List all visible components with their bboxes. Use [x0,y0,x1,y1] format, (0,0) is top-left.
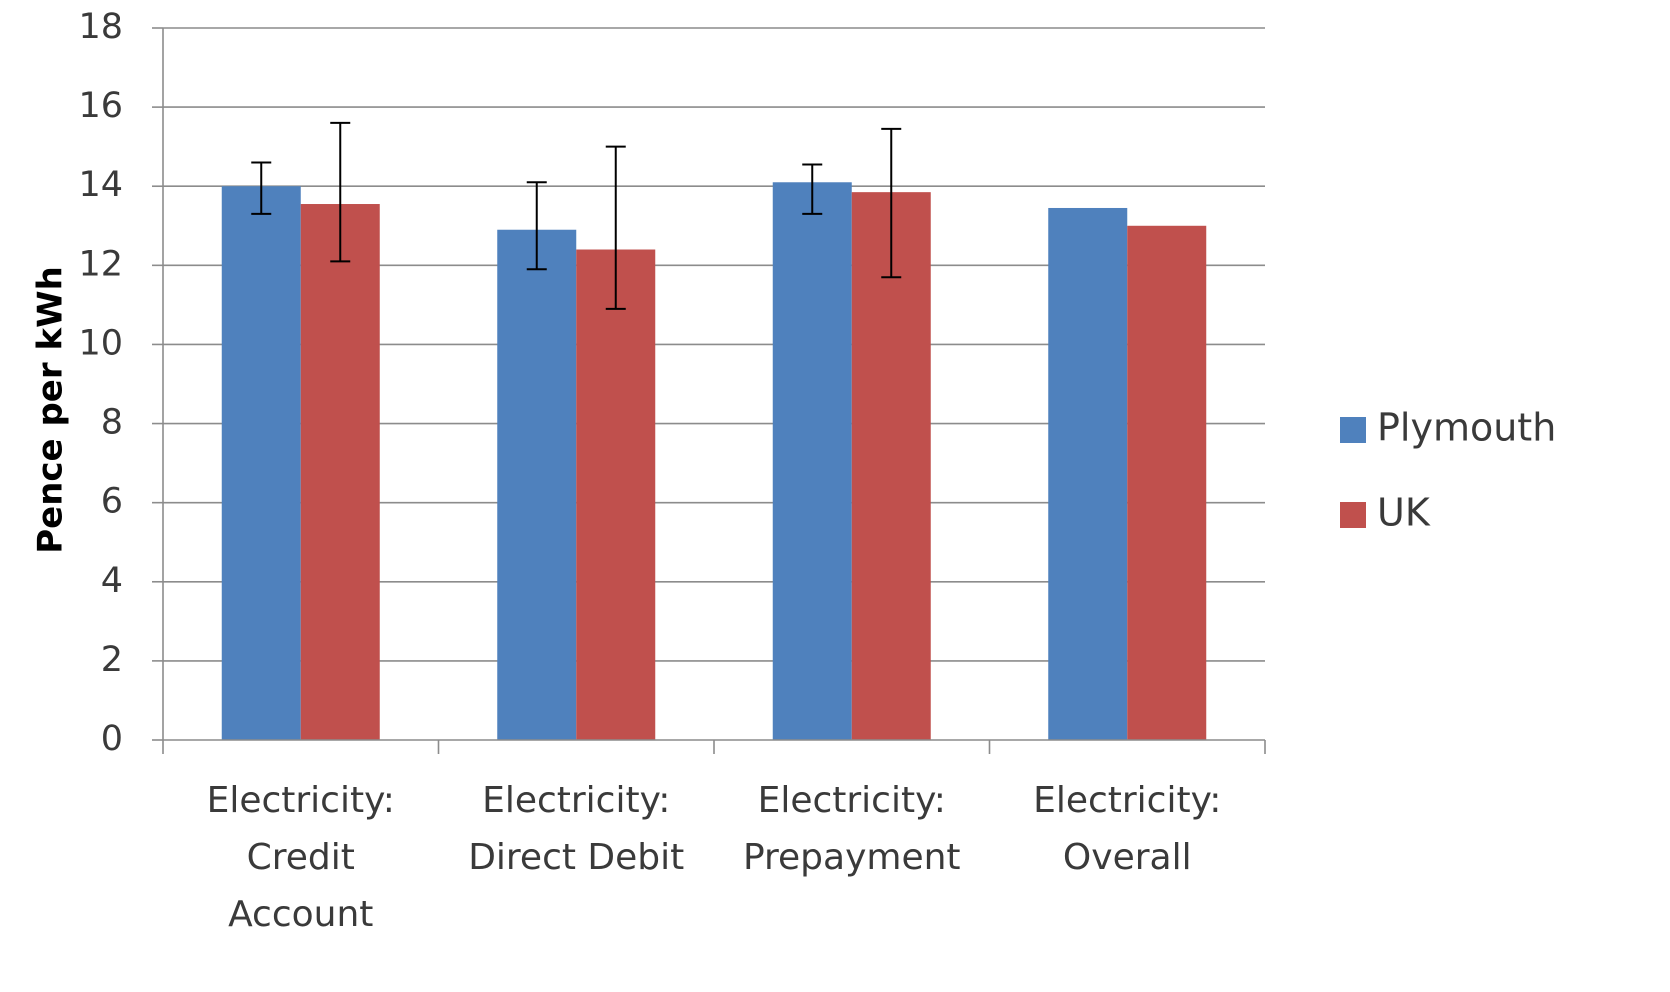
x-category-label-line: Electricity: [1033,780,1221,821]
bar-uk-3 [851,192,931,741]
y-tick-label: 16 [78,86,123,126]
bar-uk-4 [1127,225,1207,740]
y-tick-label: 8 [101,403,123,443]
x-category-label-line: Account [228,894,373,935]
legend-swatch-plymouth [1340,417,1366,443]
legend-swatch-uk [1340,502,1366,528]
x-category-label-line: Electricity: [207,780,395,821]
x-category-label-line: Prepayment [743,837,961,878]
x-category-label-line: Credit [247,837,355,878]
bar-uk-2 [576,249,656,740]
x-category-label-line: Direct Debit [468,837,684,878]
axes [152,27,1266,754]
y-tick-label: 18 [78,7,123,47]
bar-plymouth-1 [221,186,301,740]
bar-uk-1 [300,204,380,740]
bars [221,182,1207,741]
legend: Plymouth UK [1340,406,1556,535]
x-category-label-line: Electricity: [758,780,946,821]
error-bars [251,121,902,310]
legend-label-uk: UK [1377,491,1431,535]
y-tick-label: 2 [101,640,123,680]
y-tick-label: 14 [78,165,123,205]
x-category-label: Electricity: Direct Debit [468,780,684,878]
axis-labels: 0 2 4 6 8 10 12 14 16 18 Electricity: Credit Account… [78,7,1221,935]
bar-plymouth-2 [497,229,577,740]
y-tick-label: 0 [101,719,123,759]
legend-label-plymouth: Plymouth [1377,406,1556,450]
y-tick-label: 12 [78,244,123,284]
y-tick-label: 4 [101,561,123,601]
x-category-label-line: Electricity: [482,780,670,821]
bar-plymouth-3 [772,182,852,740]
x-category-label-line: Overall [1063,837,1192,878]
x-category-label: Electricity: Overall [1033,780,1221,878]
x-category-label: Electricity: Credit Account [207,780,395,935]
bar-plymouth-4 [1048,207,1128,740]
x-category-label: Electricity: Prepayment [743,780,961,878]
y-axis-title: Pence per kWh [31,266,71,554]
y-tick-label: 10 [78,323,123,363]
y-tick-label: 6 [101,482,123,522]
